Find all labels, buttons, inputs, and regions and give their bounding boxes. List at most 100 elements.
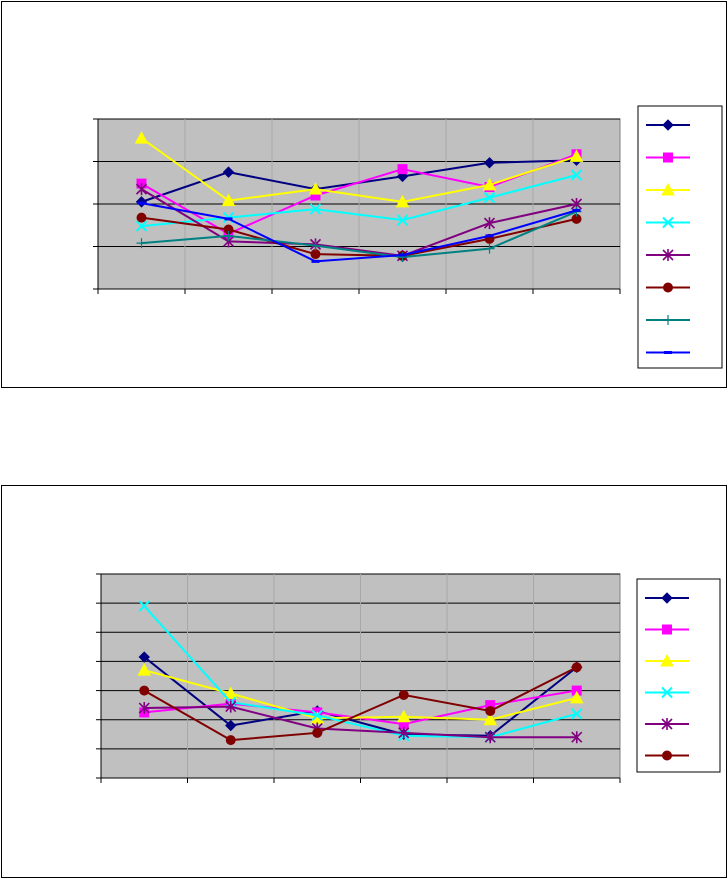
chart-1-series-1-point-2 bbox=[222, 166, 235, 178]
chart-2-legend-item-5 bbox=[645, 718, 689, 730]
chart-2-legend bbox=[636, 578, 721, 773]
chart-1-legend-item-8 bbox=[646, 351, 690, 354]
chart-1-series-7 bbox=[136, 206, 582, 263]
chart-1-series-8-point-3 bbox=[311, 259, 320, 263]
chart-1-series-8-line bbox=[141, 202, 577, 263]
chart-1-legend-item-4-marker bbox=[662, 216, 674, 229]
chart-2-series-5-line bbox=[144, 705, 577, 739]
chart-2-series-6-point-2 bbox=[225, 735, 236, 746]
chart-2-frame bbox=[1, 485, 727, 878]
chart-2-series-5-point-1 bbox=[138, 702, 150, 715]
chart-1-legend-item-6-marker bbox=[663, 282, 673, 293]
chart-2-series-1-point-1 bbox=[138, 651, 150, 663]
chart-1-legend-item-5 bbox=[646, 249, 690, 261]
chart-1-series-3-line bbox=[140, 137, 577, 203]
chart-2-series-5-point-2 bbox=[225, 700, 237, 713]
chart-2-legend-item-1-marker bbox=[661, 592, 673, 604]
chart-2-legend-item-4-marker bbox=[661, 686, 673, 699]
chart-1-series-3 bbox=[134, 131, 584, 208]
chart-1-series-7-point-1 bbox=[136, 238, 147, 249]
chart-2-series-3-point-4 bbox=[396, 709, 411, 723]
chart-2-svg bbox=[96, 573, 721, 783]
chart-2-series-6 bbox=[139, 662, 582, 746]
chart-1-series-4 bbox=[135, 169, 583, 232]
chart-1-legend-item-2 bbox=[646, 152, 690, 163]
chart-1-series-8-point-6 bbox=[572, 208, 581, 212]
chart-2-legend-item-3-marker bbox=[660, 653, 674, 667]
chart-1-series-6 bbox=[136, 212, 582, 261]
chart-1-series-8-point-4 bbox=[398, 253, 407, 257]
chart-1-series-6-line bbox=[141, 216, 577, 257]
chart-2-legend-item-6 bbox=[645, 750, 689, 761]
chart-2-series-3-point-5 bbox=[483, 712, 498, 726]
chart-1-series-4-point-4 bbox=[396, 214, 409, 226]
chart-1-series-7-point-2 bbox=[223, 230, 234, 241]
chart-1-series-4-point-3 bbox=[309, 203, 322, 215]
chart-1-series-3-point-1 bbox=[134, 131, 149, 144]
chart-1-legend-item-1-marker bbox=[662, 119, 674, 131]
chart-2-series-4-point-3 bbox=[311, 709, 323, 722]
chart-1-series-8-point-2 bbox=[224, 217, 233, 221]
chart-2-series-3-point-2 bbox=[223, 686, 238, 699]
chart-2-series-5-point-6 bbox=[571, 731, 583, 744]
chart-2-series-3-line bbox=[143, 669, 577, 721]
chart-2-legend-item-6-marker bbox=[662, 750, 672, 761]
chart-1-series-5-point-5 bbox=[483, 217, 496, 230]
chart-1-legend-item-3-marker bbox=[661, 182, 675, 196]
chart-2-series-6-point-3 bbox=[312, 727, 323, 738]
chart-2-legend-item-3 bbox=[645, 653, 689, 667]
chart-1-series-7-point-3 bbox=[310, 240, 321, 251]
chart-1-series-2-line bbox=[141, 153, 577, 235]
chart-1-series-8-point-1 bbox=[137, 201, 146, 205]
chart-2-series-6-point-1 bbox=[139, 685, 150, 696]
chart-2-series-6-point-4 bbox=[398, 689, 409, 700]
chart-1-series-3-point-4 bbox=[395, 194, 410, 208]
chart-1-series-3-point-3 bbox=[308, 182, 323, 195]
chart-1-series-5-point-1 bbox=[135, 183, 148, 196]
chart-1-svg bbox=[93, 105, 723, 369]
chart-1-series-8 bbox=[137, 201, 581, 263]
chart-1-series-8-point-5 bbox=[485, 234, 494, 238]
chart-1-legend-item-7 bbox=[646, 315, 690, 325]
chart-2-legend-item-2 bbox=[645, 624, 689, 635]
chart-2-legend-item-2-marker bbox=[662, 624, 672, 635]
chart-1-series-5-line bbox=[140, 188, 577, 257]
chart-2-legend-item-4 bbox=[645, 686, 689, 699]
chart-2-series-5-point-5 bbox=[484, 731, 496, 744]
chart-2-series-6-point-6 bbox=[571, 662, 582, 673]
chart-2-series-1-point-2 bbox=[225, 719, 237, 732]
chart-1-legend bbox=[637, 105, 723, 369]
chart-2-series-6-line bbox=[143, 666, 578, 742]
chart-1-legend-item-4 bbox=[646, 216, 690, 229]
chart-2-series-6-point-5 bbox=[485, 705, 496, 716]
chart-1-legend-item-3 bbox=[646, 182, 690, 196]
chart-1-legend-item-7-marker bbox=[663, 315, 673, 325]
chart-2-series-1-line bbox=[143, 656, 578, 737]
chart-1-series-3-point-2 bbox=[221, 193, 236, 207]
chart-1-series-6-point-3 bbox=[310, 249, 321, 260]
chart-1-series-3-point-6 bbox=[569, 149, 584, 162]
chart-1-series-2-point-4 bbox=[397, 164, 408, 175]
chart-2-series-4-point-1 bbox=[138, 600, 150, 612]
chart-1-legend-item-6 bbox=[646, 282, 690, 293]
chart-2-series-5-point-4 bbox=[398, 726, 410, 739]
chart-2-series-5 bbox=[138, 700, 583, 744]
chart-1-series-4-point-6 bbox=[570, 169, 583, 181]
chart-1-legend-item-1 bbox=[646, 119, 690, 131]
chart-1-series-7-point-5 bbox=[484, 243, 495, 254]
chart-2-legend-item-5-marker bbox=[661, 718, 673, 730]
chart-1-legend-item-8-marker bbox=[664, 351, 672, 354]
chart-1-series-3-point-5 bbox=[482, 177, 497, 191]
chart-1-series-1-point-5 bbox=[483, 157, 496, 169]
chart-1-series-4-point-5 bbox=[483, 191, 496, 204]
chart-2-series-3-point-6 bbox=[569, 690, 584, 704]
chart-1-series-6-point-1 bbox=[136, 212, 147, 223]
chart-1-frame bbox=[1, 1, 727, 388]
chart-1-series-7-line bbox=[141, 210, 577, 259]
chart-2-series-3-point-1 bbox=[137, 663, 152, 676]
chart-1-legend-item-2-marker bbox=[663, 152, 673, 163]
chart-2-series-4-line bbox=[143, 605, 578, 739]
chart-2-series-3 bbox=[137, 663, 584, 726]
chart-1-series-4-line bbox=[141, 174, 577, 228]
chart-2-series-4-point-6 bbox=[571, 708, 583, 720]
